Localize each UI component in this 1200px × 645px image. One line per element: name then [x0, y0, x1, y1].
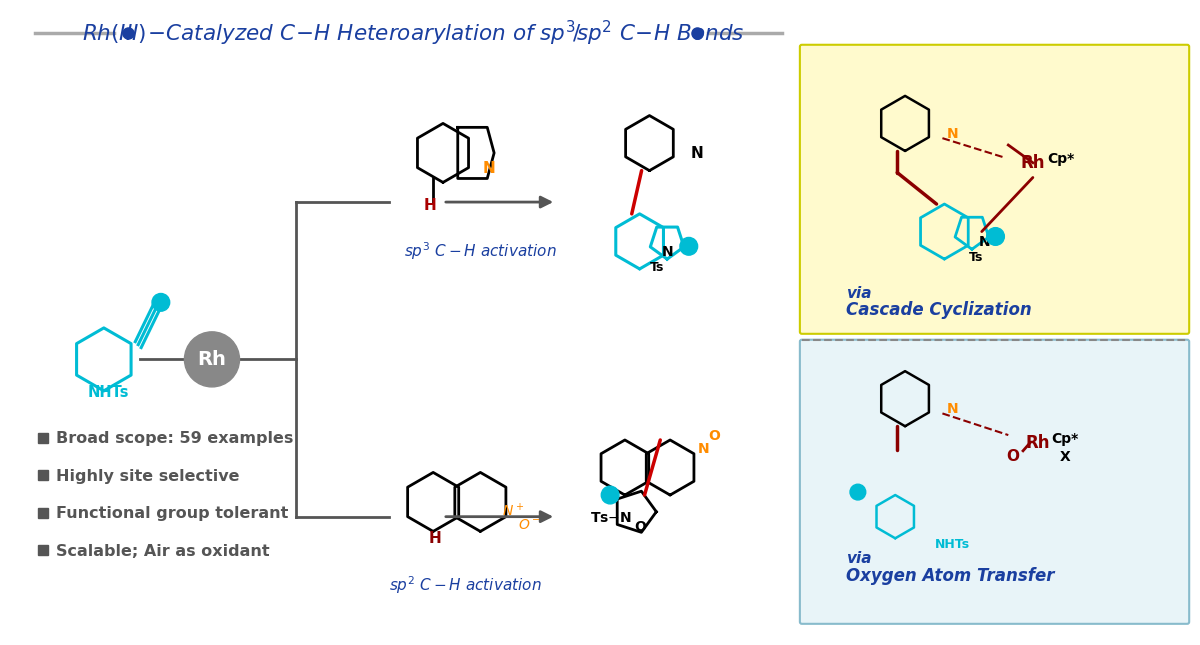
Text: Ts: Ts: [649, 261, 664, 274]
Text: Broad scope: 59 examples: Broad scope: 59 examples: [55, 432, 293, 446]
Circle shape: [986, 228, 1004, 245]
Text: O: O: [708, 429, 720, 443]
Text: Rh: Rh: [198, 350, 227, 369]
Text: $O^-$: $O^-$: [517, 519, 540, 532]
Text: N: N: [691, 146, 703, 161]
Text: N: N: [947, 127, 958, 141]
Circle shape: [601, 486, 619, 504]
Text: H: H: [424, 198, 436, 213]
Text: N: N: [947, 402, 958, 417]
Circle shape: [680, 237, 697, 255]
FancyBboxPatch shape: [800, 340, 1189, 624]
Text: O: O: [635, 521, 647, 535]
Text: $\mathbf{\it{sp^2}}$ $\mathbf{\it{C-H\ activation}}$: $\mathbf{\it{sp^2}}$ $\mathbf{\it{C-H\ a…: [389, 575, 541, 597]
Text: H: H: [428, 531, 442, 546]
Text: Rh: Rh: [1021, 154, 1045, 172]
Text: Ts$-$N: Ts$-$N: [590, 511, 632, 524]
Text: N: N: [979, 235, 990, 250]
Bar: [38, 433, 48, 443]
Text: Oxygen Atom Transfer: Oxygen Atom Transfer: [846, 566, 1055, 584]
Text: $\mathbf{\it{sp^3}}$ $\mathbf{\it{C-H\ activation}}$: $\mathbf{\it{sp^3}}$ $\mathbf{\it{C-H\ a…: [403, 241, 557, 262]
Text: via: via: [846, 551, 871, 566]
Circle shape: [850, 484, 865, 500]
Text: via: via: [846, 286, 871, 301]
Text: NHTs: NHTs: [88, 384, 130, 400]
Text: Cascade Cyclization: Cascade Cyclization: [846, 301, 1032, 319]
Text: O: O: [1007, 449, 1020, 464]
Text: Functional group tolerant: Functional group tolerant: [55, 506, 288, 521]
Text: Highly site selective: Highly site selective: [55, 469, 239, 484]
Text: Ts: Ts: [968, 251, 983, 264]
Text: Cp*: Cp*: [1046, 152, 1074, 166]
Text: N: N: [697, 442, 709, 456]
Text: Cp*: Cp*: [1051, 432, 1079, 446]
FancyBboxPatch shape: [800, 45, 1189, 334]
Text: $\bf{\it{Rh(III)\!-\!Catalyzed\ C\!-\!H\ Heteroarylation\ of\ sp^3\!/\!sp^2\ C\!: $\bf{\it{Rh(III)\!-\!Catalyzed\ C\!-\!H\…: [83, 18, 745, 48]
Circle shape: [185, 332, 240, 387]
Bar: [38, 470, 48, 481]
Text: Rh: Rh: [1026, 434, 1050, 452]
Bar: [38, 508, 48, 518]
Bar: [38, 545, 48, 555]
Text: X: X: [1060, 450, 1070, 464]
Text: $N^+$: $N^+$: [502, 502, 524, 520]
Text: Scalable; Air as oxidant: Scalable; Air as oxidant: [55, 544, 269, 559]
Text: N: N: [661, 245, 673, 259]
Text: NHTs: NHTs: [935, 538, 970, 551]
Text: N: N: [482, 161, 496, 175]
Circle shape: [152, 293, 169, 311]
